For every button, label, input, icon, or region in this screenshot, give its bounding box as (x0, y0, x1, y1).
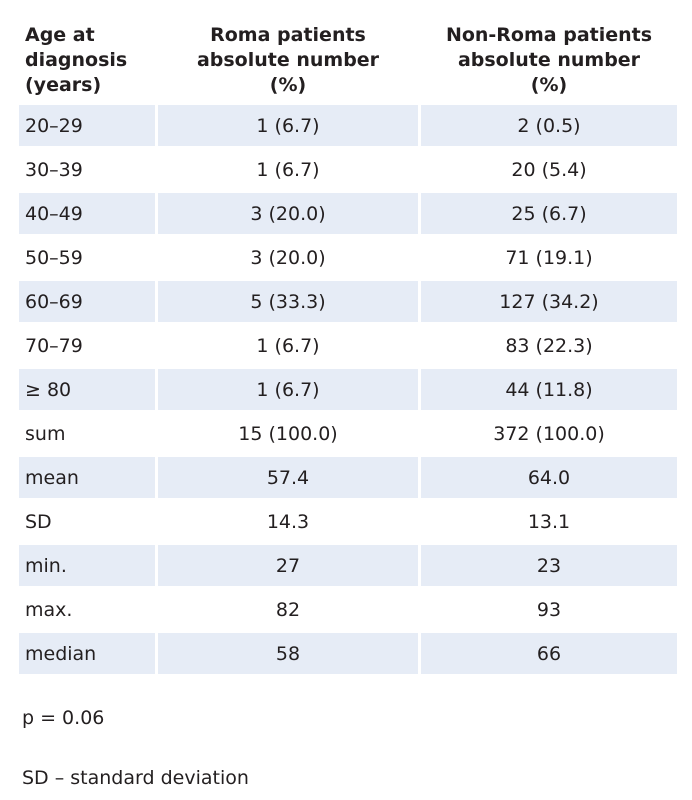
row-label: 20–29 (19, 105, 155, 146)
non-roma-value: 93 (536, 598, 562, 621)
roma-value: 1 (6.7) (158, 369, 418, 410)
non-roma-value: 2 (0.5) (421, 105, 677, 146)
row-label: min. (19, 545, 155, 586)
table-row: mean 57.4 64.0 (19, 457, 677, 498)
row-label: 30–39 (25, 158, 83, 181)
header-non-roma-patients: Non-Roma patients absolute number (%) (421, 23, 677, 102)
non-roma-value: 44 (11.8) (421, 369, 677, 410)
roma-value: 57.4 (158, 457, 418, 498)
table-row: median 58 66 (19, 633, 677, 674)
roma-value: 58 (158, 633, 418, 674)
roma-value: 27 (158, 545, 418, 586)
table-row: 70–79 1 (6.7) 83 (22.3) (19, 325, 677, 366)
non-roma-value: 64.0 (421, 457, 677, 498)
non-roma-value: 83 (22.3) (505, 334, 593, 357)
table-row: min. 27 23 (19, 545, 677, 586)
non-roma-value: 13.1 (527, 510, 571, 533)
p-value-note: p = 0.06 (22, 707, 105, 729)
roma-value: 1 (6.7) (256, 158, 320, 181)
non-roma-value: 66 (421, 633, 677, 674)
header-line: absolute number (457, 49, 641, 71)
row-label: 70–79 (25, 334, 83, 357)
roma-value: 3 (20.0) (158, 193, 418, 234)
header-roma-patients: Roma patients absolute number (%) (158, 23, 418, 102)
header-line: (%) (530, 74, 568, 96)
age-at-diagnosis-table: Age at diagnosis (years) Roma patients a… (16, 20, 680, 677)
row-label: max. (25, 598, 73, 621)
header-line: Non-Roma patients (445, 24, 653, 46)
table-row: 40–49 3 (20.0) 25 (6.7) (19, 193, 677, 234)
header-line: Age at (25, 24, 95, 46)
header-line: Roma patients (210, 24, 366, 46)
non-roma-value: 127 (34.2) (421, 281, 677, 322)
header-line: (years) (25, 74, 102, 96)
non-roma-value: 23 (421, 545, 677, 586)
abbreviation-note: SD – standard deviation (22, 767, 249, 789)
roma-value: 1 (6.7) (256, 334, 320, 357)
row-label: median (19, 633, 155, 674)
table-row: ≥ 80 1 (6.7) 44 (11.8) (19, 369, 677, 410)
roma-value: 15 (100.0) (238, 422, 338, 445)
row-label: sum (25, 422, 66, 445)
table-row: 20–29 1 (6.7) 2 (0.5) (19, 105, 677, 146)
header-line: absolute number (196, 49, 380, 71)
row-label: 60–69 (19, 281, 155, 322)
non-roma-value: 372 (100.0) (493, 422, 605, 445)
roma-value: 14.3 (266, 510, 310, 533)
header-line: diagnosis (25, 49, 128, 71)
table-row: max. 82 93 (19, 589, 677, 630)
roma-value: 82 (275, 598, 301, 621)
data-table-container: Age at diagnosis (years) Roma patients a… (16, 20, 677, 677)
non-roma-value: 25 (6.7) (421, 193, 677, 234)
roma-value: 5 (33.3) (158, 281, 418, 322)
table-row: 30–39 1 (6.7) 20 (5.4) (19, 149, 677, 190)
table-row: 60–69 5 (33.3) 127 (34.2) (19, 281, 677, 322)
non-roma-value: 20 (5.4) (511, 158, 587, 181)
row-label: 40–49 (19, 193, 155, 234)
table-row: SD 14.3 13.1 (19, 501, 677, 542)
row-label: SD (25, 510, 52, 533)
header-age-at-diagnosis: Age at diagnosis (years) (19, 23, 155, 102)
table-row: 50–59 3 (20.0) 71 (19.1) (19, 237, 677, 278)
non-roma-value: 71 (19.1) (505, 246, 593, 269)
row-label: mean (19, 457, 155, 498)
row-label: 50–59 (25, 246, 83, 269)
header-line: (%) (269, 74, 307, 96)
row-label: ≥ 80 (19, 369, 155, 410)
roma-value: 3 (20.0) (250, 246, 326, 269)
table-row: sum 15 (100.0) 372 (100.0) (19, 413, 677, 454)
roma-value: 1 (6.7) (158, 105, 418, 146)
table-header-row: Age at diagnosis (years) Roma patients a… (19, 23, 677, 102)
